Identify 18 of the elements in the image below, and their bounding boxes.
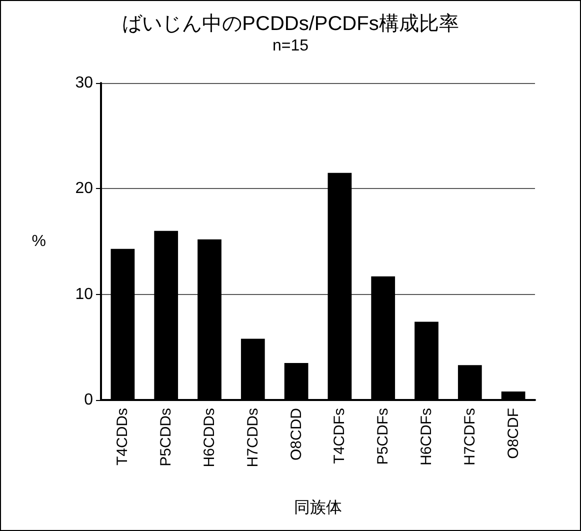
y-tick-label: 30 [75, 74, 94, 92]
y-axis-title: % [32, 233, 46, 250]
x-tick-label: O8CDD [288, 408, 305, 461]
x-tick-label: P5CDDs [158, 408, 175, 466]
y-tick-label: 0 [84, 392, 94, 408]
x-tick-label: P5CDFs [374, 408, 392, 465]
x-tick-label: T4CDDs [114, 408, 132, 466]
y-tick-label: 20 [75, 180, 94, 198]
x-tick-label: H7CDDs [244, 408, 262, 468]
x-tick-label: H7CDFs [461, 408, 478, 466]
x-tick-label: T4CDFs [331, 408, 348, 464]
x-tick-label: O8CDF [504, 408, 522, 459]
chart-title: ばいじん中のPCDDs/PCDFs構成比率 [122, 13, 459, 35]
x-tick-label: H6CDDs [201, 408, 218, 468]
x-axis-title: 同族体 [294, 498, 342, 516]
x-tick-label: H6CDFs [418, 408, 435, 466]
chart-subtitle: n=15 [272, 38, 309, 54]
y-tick-label: 10 [75, 286, 94, 303]
